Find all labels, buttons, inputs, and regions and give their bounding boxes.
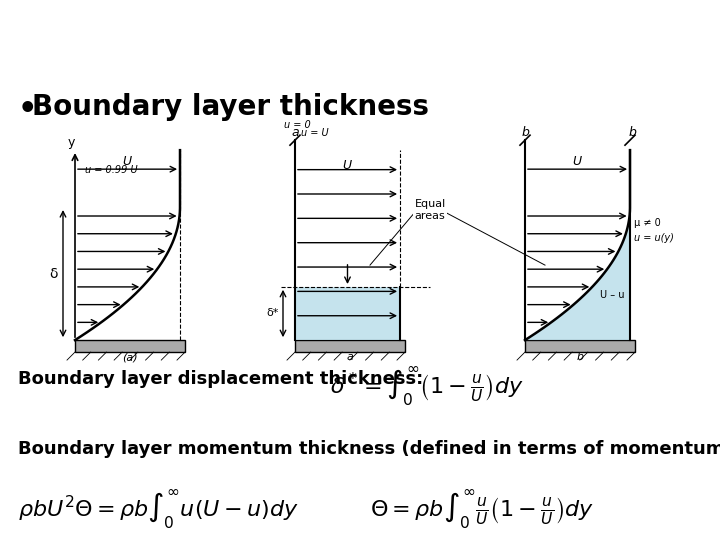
Text: a: a [291, 126, 299, 139]
Text: u = U: u = U [301, 128, 329, 138]
Text: Boundary layer momentum thickness (defined in terms of momentum flux):: Boundary layer momentum thickness (defin… [18, 440, 720, 458]
Bar [525, 340, 635, 352]
Text: U: U [572, 155, 582, 168]
Bar [75, 340, 185, 352]
Text: U – u: U – u [600, 291, 624, 300]
Text: $\rho b U^2 \Theta = \rho b \int_0^{\infty} u\left(U - u\right)dy$: $\rho b U^2 \Theta = \rho b \int_0^{\inf… [18, 488, 299, 531]
Text: Equal
areas: Equal areas [415, 199, 446, 221]
Text: $\delta^* = \int_0^{\infty}\left(1 - \frac{u}{U}\right)dy$: $\delta^* = \int_0^{\infty}\left(1 - \fr… [330, 365, 524, 408]
Text: b: b [577, 352, 584, 362]
Text: u = u(y): u = u(y) [634, 233, 674, 244]
Text: Boundary layer displacement thickness:: Boundary layer displacement thickness: [18, 370, 423, 388]
Bar [295, 340, 405, 352]
Text: (a): (a) [122, 352, 138, 362]
Text: U: U [343, 159, 351, 172]
Text: δ: δ [49, 267, 58, 281]
Text: μ ≠ 0: μ ≠ 0 [634, 218, 661, 228]
Text: U: U [122, 155, 132, 168]
Text: $\Theta = \rho b \int_0^{\infty}\frac{u}{U}\left(1 - \frac{u}{U}\right)dy$: $\Theta = \rho b \int_0^{\infty}\frac{u}… [370, 488, 595, 531]
Text: •: • [18, 95, 37, 124]
Text: a: a [346, 352, 354, 362]
Polygon shape [525, 207, 630, 340]
Bar [295, 287, 400, 340]
Text: Boundary layer thickness: Boundary layer thickness [32, 93, 429, 121]
Text: u = 0.99 U: u = 0.99 U [85, 165, 138, 175]
Text: b: b [628, 126, 636, 139]
Text: y: y [67, 136, 75, 149]
Text: b: b [521, 126, 529, 139]
Text: δ*: δ* [267, 308, 279, 319]
Text: Boundary layer characteristics: Boundary layer characteristics [48, 18, 672, 52]
Text: u = 0: u = 0 [284, 120, 310, 130]
